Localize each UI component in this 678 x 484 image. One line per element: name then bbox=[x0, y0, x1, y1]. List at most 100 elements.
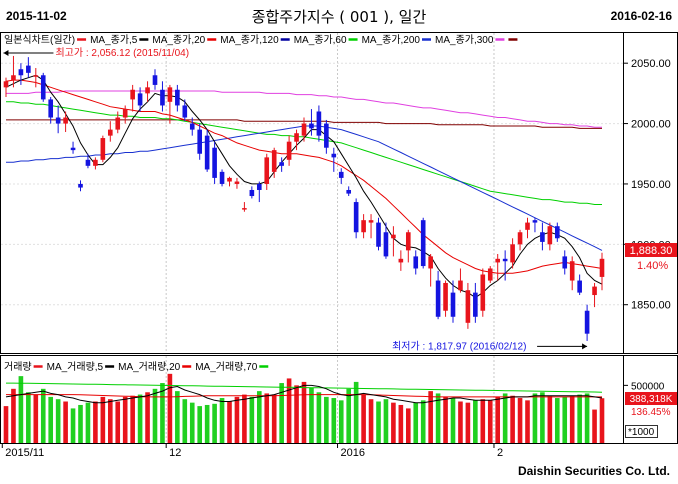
high-arrowhead bbox=[3, 49, 9, 56]
volume-bar bbox=[55, 399, 61, 443]
candle-body bbox=[182, 105, 188, 118]
candle-body bbox=[189, 123, 195, 130]
volume-legend-label: MA_거래량,70 bbox=[195, 361, 258, 373]
candle-body bbox=[167, 87, 173, 102]
candle-body bbox=[525, 222, 530, 230]
candle-body bbox=[242, 208, 247, 210]
volume-bar bbox=[234, 396, 240, 443]
price-legend-label: MA_종가,300 bbox=[435, 34, 494, 46]
candle-body bbox=[175, 89, 180, 106]
volume-bar bbox=[204, 404, 210, 443]
volume-bar bbox=[189, 402, 195, 443]
volume-unit-label: *1000 bbox=[628, 427, 655, 438]
volume-legend-label: MA_거래량,5 bbox=[47, 361, 104, 373]
candle-body bbox=[435, 280, 441, 317]
last-price-label: 1,888.30 bbox=[630, 245, 673, 257]
last-volume-label: 388,318K bbox=[630, 394, 673, 405]
candle-body bbox=[33, 75, 39, 77]
ma300-line bbox=[6, 90, 602, 128]
ma20-line bbox=[5, 79, 603, 274]
candle-body bbox=[130, 89, 135, 100]
candle-body bbox=[3, 81, 9, 88]
volume-bar bbox=[547, 395, 553, 443]
candle-body bbox=[577, 280, 582, 293]
volume-bar bbox=[33, 394, 39, 443]
candle-body bbox=[554, 226, 560, 239]
volume-bar bbox=[368, 399, 374, 443]
volume-bar bbox=[428, 391, 433, 443]
volume-bar bbox=[346, 388, 352, 443]
volume-bar bbox=[338, 400, 344, 443]
price-legend-label: 일본식차트(일간) bbox=[4, 34, 75, 46]
volume-bar bbox=[584, 393, 590, 443]
candle-body bbox=[599, 258, 605, 277]
volume-bar bbox=[264, 393, 270, 443]
volume-bar bbox=[316, 392, 322, 443]
volume-bar bbox=[40, 388, 46, 443]
candle-body bbox=[249, 189, 255, 197]
candle-body bbox=[107, 129, 113, 136]
volume-bar bbox=[227, 401, 232, 443]
candle-body bbox=[450, 292, 456, 317]
candle-body bbox=[473, 292, 478, 317]
volume-bar bbox=[562, 396, 568, 443]
volume-bar bbox=[495, 396, 501, 443]
volume-bar bbox=[26, 392, 31, 443]
candle-body bbox=[517, 232, 523, 245]
volume-bar bbox=[152, 388, 158, 443]
candle-body bbox=[338, 171, 344, 178]
candle-body bbox=[85, 159, 91, 166]
chart-title: 종합주가지수 ( 001 ), 일간 bbox=[251, 8, 427, 26]
volume-bar bbox=[160, 383, 165, 443]
volume-ma5-line bbox=[5, 384, 603, 404]
volume-bar bbox=[465, 402, 471, 443]
candle-body bbox=[361, 220, 366, 233]
volume-ma70-line bbox=[6, 382, 603, 393]
volume-bar bbox=[271, 394, 277, 443]
price-legend-label: MA_종가,200 bbox=[362, 34, 421, 46]
volume-bar bbox=[569, 395, 575, 443]
candle-body bbox=[487, 268, 493, 281]
volume-bar bbox=[182, 399, 188, 443]
volume-bar bbox=[212, 403, 217, 443]
candle-body bbox=[383, 232, 389, 257]
candle-body bbox=[398, 258, 404, 263]
candle-body bbox=[540, 232, 545, 242]
volume-bar bbox=[18, 376, 24, 443]
end-date: 2016-02-16 bbox=[610, 9, 672, 23]
candle-body bbox=[324, 123, 329, 148]
candle-body bbox=[420, 220, 426, 267]
volume-bar bbox=[70, 408, 76, 443]
volume-bar bbox=[137, 394, 143, 443]
x-tick-label: 2015/11 bbox=[5, 447, 44, 459]
high-annotation-label: 최고가 : 2,056.12 (2015/11/04) bbox=[55, 47, 189, 59]
price-axis-panel bbox=[623, 32, 678, 354]
candle-body bbox=[510, 244, 515, 263]
volume-bar bbox=[85, 402, 91, 443]
low-annotation-label: 최저가 : 1,817.97 (2016/02/12) bbox=[392, 340, 526, 352]
candle-body bbox=[294, 133, 299, 142]
price-legend-label: MA_종가,120 bbox=[220, 34, 279, 46]
volume-bar bbox=[532, 393, 538, 443]
volume-bar bbox=[413, 402, 419, 443]
volume-bar bbox=[256, 391, 262, 443]
price-legend-label: MA_종가,20 bbox=[152, 34, 205, 46]
volume-bar bbox=[145, 392, 150, 443]
volume-bar bbox=[197, 406, 203, 443]
price-legend-label: MA_종가,60 bbox=[294, 34, 347, 46]
volume-bar bbox=[324, 396, 329, 443]
volume-bar bbox=[391, 402, 396, 443]
candle-body bbox=[584, 310, 590, 334]
volume-bar bbox=[107, 399, 113, 443]
candle-body bbox=[70, 147, 76, 151]
volume-bar bbox=[167, 373, 173, 443]
volume-bar bbox=[398, 404, 404, 443]
volume-bar bbox=[443, 396, 448, 443]
chart-header: 2015-11-02 종합주가지수 ( 001 ), 일간 2016-02-16 bbox=[0, 0, 678, 32]
volume-bar bbox=[78, 404, 83, 443]
candle-body bbox=[100, 138, 106, 160]
candle-body bbox=[443, 282, 448, 311]
volume-bar bbox=[383, 399, 389, 443]
candle-body bbox=[413, 256, 419, 269]
candle-body bbox=[227, 177, 232, 182]
